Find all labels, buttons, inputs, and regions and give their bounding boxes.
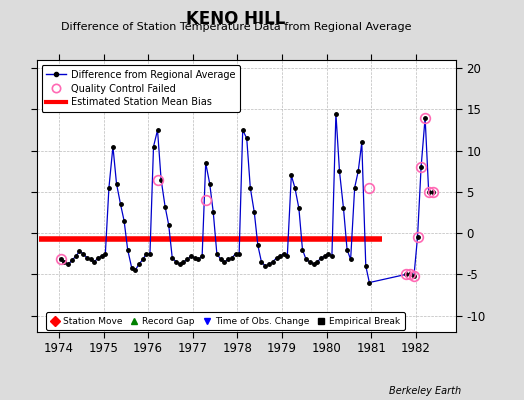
Text: Berkeley Earth: Berkeley Earth <box>389 386 461 396</box>
Text: Difference of Station Temperature Data from Regional Average: Difference of Station Temperature Data f… <box>61 22 411 32</box>
Text: KENO HILL: KENO HILL <box>186 10 286 28</box>
Legend: Station Move, Record Gap, Time of Obs. Change, Empirical Break: Station Move, Record Gap, Time of Obs. C… <box>46 312 405 330</box>
